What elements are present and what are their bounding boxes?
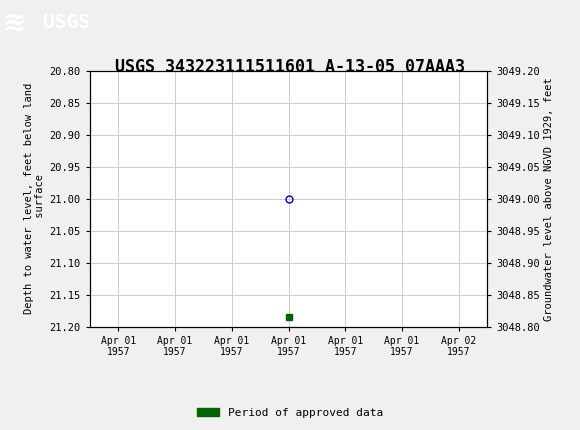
Y-axis label: Groundwater level above NGVD 1929, feet: Groundwater level above NGVD 1929, feet [544, 77, 554, 321]
Text: USGS: USGS [44, 13, 90, 32]
Text: ≋: ≋ [3, 9, 26, 37]
Y-axis label: Depth to water level, feet below land
 surface: Depth to water level, feet below land su… [24, 83, 45, 314]
Text: USGS 343223111511601 A-13-05 07AAA3: USGS 343223111511601 A-13-05 07AAA3 [115, 58, 465, 76]
Legend: Period of approved data: Period of approved data [193, 403, 387, 422]
